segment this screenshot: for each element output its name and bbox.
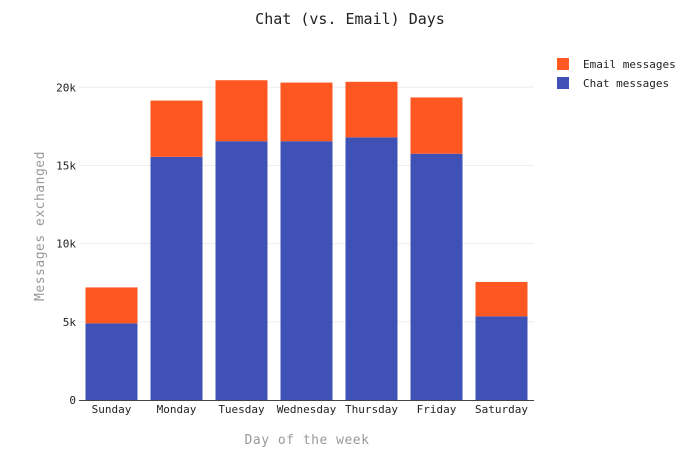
x-tick-label: Monday [157,403,197,416]
bar-email-messages-tuesday[interactable] [215,80,268,142]
bar-email-messages-saturday[interactable] [475,281,528,317]
bar-chat-messages-tuesday[interactable] [215,141,268,400]
chart-title: Chat (vs. Email) Days [255,10,445,28]
x-tick-label: Sunday [92,403,132,416]
y-tick-label: 20k [56,81,76,94]
bar-chat-messages-monday[interactable] [150,156,203,400]
x-tick-label: Wednesday [277,403,337,416]
bar-email-messages-friday[interactable] [410,97,463,154]
bar-chat-messages-sunday[interactable] [85,323,138,400]
y-tick-label: 5k [63,316,77,329]
legend[interactable]: Email messages Chat messages [557,58,676,90]
x-axis-title: Day of the week [245,433,370,448]
bar-chat-messages-saturday[interactable] [475,316,528,400]
bar-email-messages-monday[interactable] [150,100,203,157]
bar-email-messages-wednesday[interactable] [280,82,333,142]
x-tick-label: Tuesday [218,403,265,416]
y-tick-label: 10k [56,238,76,251]
x-axis-ticks: Sunday Monday Tuesday Wednesday Thursday Frid… [92,403,529,416]
legend-label[interactable]: Chat messages [583,77,669,90]
y-axis-title: Messages exchanged [33,151,48,301]
bars [85,80,528,401]
bar-email-messages-sunday[interactable] [85,287,138,324]
legend-label[interactable]: Email messages [583,58,676,71]
x-tick-label: Saturday [475,403,528,416]
y-tick-label: 15k [56,159,76,172]
bar-chat-messages-thursday[interactable] [345,137,398,401]
bar-chat-messages-wednesday[interactable] [280,141,333,400]
y-tick-label: 0 [69,394,76,407]
y-axis-ticks: 0 5k 10k 15k 20k [56,81,76,407]
x-tick-label: Thursday [345,403,398,416]
x-tick-label: Friday [417,403,457,416]
legend-swatch[interactable] [557,77,569,89]
bar-email-messages-thursday[interactable] [345,81,398,138]
bar-chat-messages-friday[interactable] [410,153,463,400]
legend-swatch[interactable] [557,58,569,70]
